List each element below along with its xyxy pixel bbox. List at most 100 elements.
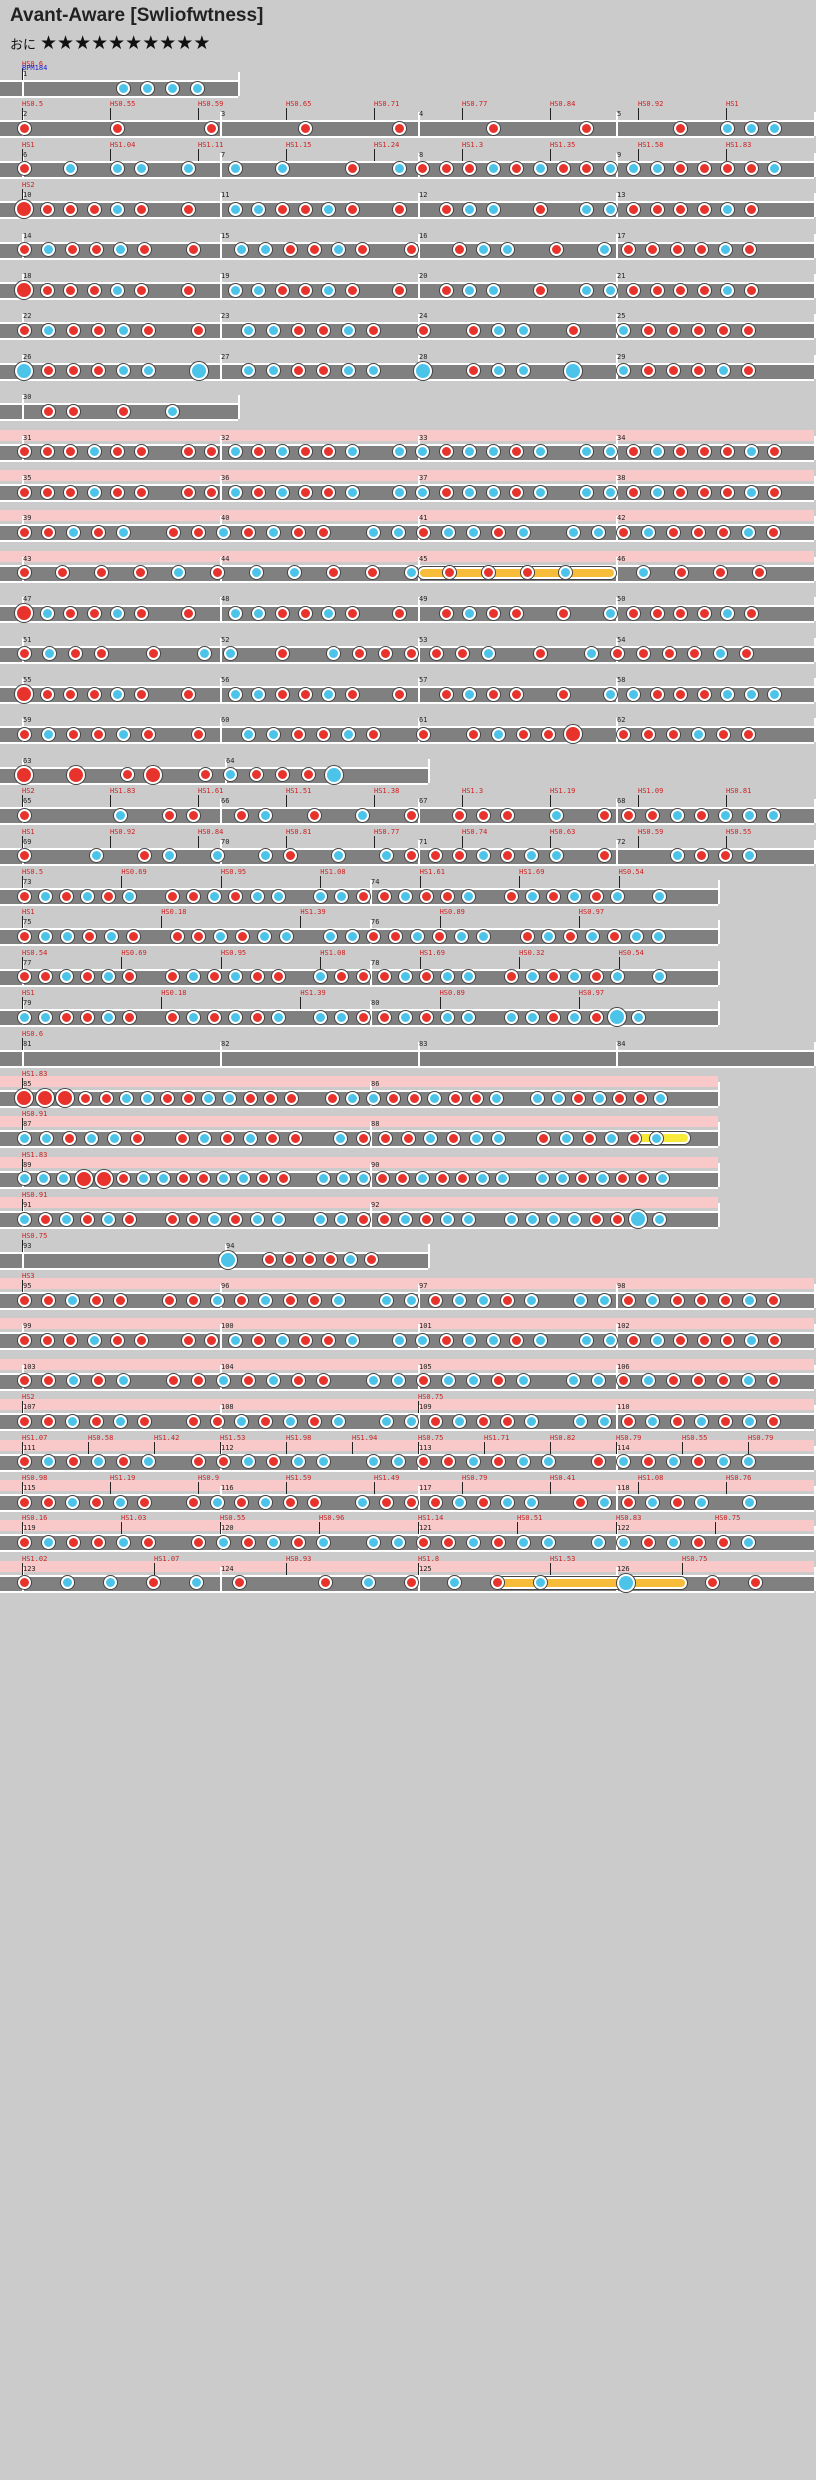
- don-note: [130, 1131, 144, 1145]
- measure-number: 118: [617, 1484, 630, 1492]
- measure-number: 119: [23, 1524, 36, 1533]
- don-note: [138, 849, 152, 863]
- ka-note: [283, 1414, 297, 1428]
- don-note: [694, 1293, 708, 1307]
- don-note: [235, 1495, 249, 1509]
- ka-note: [187, 970, 200, 984]
- ka-note: [466, 1374, 480, 1388]
- measure-number: 62: [617, 716, 626, 725]
- scroll-speed-label: HS0.18: [161, 989, 187, 998]
- ka-note: [496, 1172, 510, 1186]
- don-note: [114, 1293, 128, 1307]
- bpm-label: BPM184: [22, 64, 48, 72]
- ka-note: [42, 727, 56, 741]
- ka-note: [217, 1374, 231, 1388]
- ka-note: [250, 1212, 264, 1226]
- don-note: [17, 525, 31, 539]
- don-note: [641, 1535, 655, 1549]
- don-note: [697, 485, 711, 499]
- lane-row: [0, 120, 814, 139]
- ka-note: [743, 1495, 757, 1509]
- measure-number: 93: [23, 1241, 32, 1250]
- measure-number: 49: [419, 595, 428, 604]
- don-note: [404, 243, 418, 257]
- scroll-speed-label: HS1.11: [198, 140, 224, 149]
- ka-note: [466, 525, 480, 539]
- speed-marker: [286, 1482, 287, 1494]
- don-note: [633, 1091, 647, 1105]
- scroll-speed-label: HS0.76: [726, 1474, 752, 1482]
- measure-line: [220, 354, 222, 379]
- measure-line: [220, 233, 222, 258]
- measure-number: 103: [23, 1362, 36, 1371]
- don-note: [17, 647, 31, 661]
- speed-marker: [726, 835, 727, 848]
- speed-marker: [550, 835, 551, 848]
- speed-marker: [22, 997, 23, 1010]
- don-note: [744, 202, 758, 216]
- ka-note: [37, 1172, 51, 1186]
- big-don-note: [74, 1169, 93, 1188]
- ka-note: [516, 1535, 530, 1549]
- ka-note: [60, 1576, 74, 1590]
- measure-number: 110: [617, 1403, 630, 1412]
- don-note: [303, 1253, 317, 1267]
- speed-marker: [638, 108, 639, 121]
- don-note: [533, 283, 547, 297]
- don-note: [556, 687, 570, 701]
- don-note: [276, 768, 290, 782]
- measure-number: 17: [617, 231, 626, 240]
- ka-note: [211, 849, 224, 863]
- don-note: [94, 647, 108, 661]
- don-note: [38, 1212, 52, 1226]
- measure-line: [22, 1041, 24, 1066]
- speed-marker: [22, 916, 23, 929]
- ka-note: [333, 1131, 347, 1145]
- don-note: [181, 485, 195, 499]
- don-note: [452, 243, 466, 257]
- measure-number: 68: [617, 797, 626, 806]
- don-note: [288, 1131, 302, 1145]
- ka-note: [646, 1414, 660, 1428]
- don-note: [307, 243, 321, 257]
- ka-note: [491, 727, 505, 741]
- speed-marker: [550, 108, 551, 121]
- measure-line: [220, 799, 222, 824]
- don-note: [533, 647, 547, 661]
- don-note: [537, 1131, 551, 1145]
- don-note: [317, 727, 331, 741]
- don-note: [67, 1455, 81, 1469]
- don-note: [117, 1455, 131, 1469]
- don-note: [275, 647, 289, 661]
- ka-note: [345, 445, 359, 459]
- measure-line: [418, 193, 420, 218]
- scroll-speed-label: HS1.04: [110, 140, 136, 149]
- don-note: [436, 1172, 450, 1186]
- measure-number: 75: [23, 918, 32, 927]
- measure-number: 4: [419, 110, 424, 119]
- ka-note: [486, 485, 500, 499]
- measure-line: [616, 678, 618, 702]
- don-note: [598, 849, 611, 863]
- ka-note: [631, 1010, 645, 1024]
- lane-end: [814, 1041, 816, 1066]
- scroll-speed-label: HS1.39: [300, 908, 326, 917]
- measure-line: [418, 1284, 420, 1308]
- don-note: [697, 202, 711, 216]
- don-note: [516, 727, 530, 741]
- ka-note: [636, 566, 650, 580]
- don-note: [377, 1212, 391, 1226]
- don-note: [250, 1010, 264, 1024]
- lane-end: [814, 516, 816, 541]
- speed-marker: [286, 148, 287, 161]
- don-note: [198, 768, 212, 782]
- don-note: [694, 808, 708, 822]
- measure-line: [418, 1566, 420, 1591]
- speed-marker: [22, 189, 23, 202]
- don-note: [292, 525, 306, 539]
- scroll-speed-label: HS1.83: [22, 1150, 48, 1159]
- ka-note: [103, 1576, 117, 1590]
- scroll-speed-label: HS0.81: [726, 787, 752, 796]
- don-note: [138, 243, 152, 257]
- measure-number: 109: [419, 1403, 432, 1412]
